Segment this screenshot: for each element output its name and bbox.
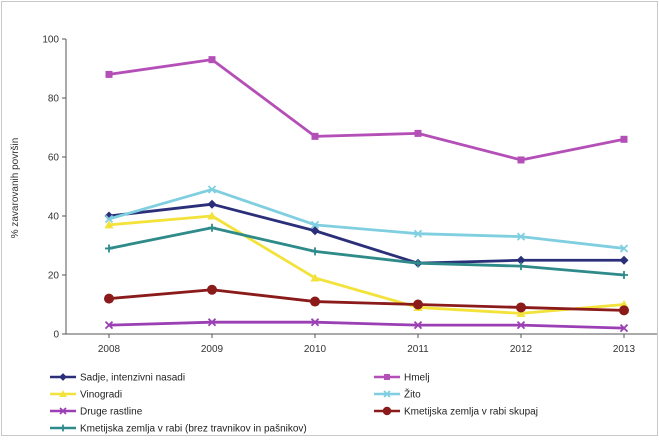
series-4 [104, 318, 629, 333]
legend-swatch-marker [382, 406, 392, 416]
y-tick-label: 20 [48, 271, 60, 282]
series-line [108, 288, 625, 312]
data-point [413, 229, 423, 238]
series-1 [105, 56, 628, 164]
legend-item: Žito [374, 388, 421, 401]
y-tick-label: 0 [53, 330, 59, 341]
data-point [516, 255, 526, 265]
legend-item: Hmelj [374, 373, 430, 384]
legend-swatch-marker [383, 390, 391, 398]
data-point [104, 293, 114, 304]
data-point [207, 284, 217, 295]
y-axis-label: % zavarovanih površin [10, 138, 21, 239]
data-point [104, 214, 114, 224]
data-point [310, 226, 320, 236]
legend-item: Sadje, intenzivni nasadi [50, 373, 185, 384]
data-point [310, 273, 320, 282]
x-tick-label: 2008 [98, 344, 121, 355]
data-point [620, 271, 628, 279]
data-point [620, 135, 628, 143]
data-point [517, 156, 525, 164]
data-point [104, 321, 114, 330]
series-6 [105, 223, 628, 279]
series-layer [104, 56, 629, 333]
x-tick-label: 2011 [407, 344, 429, 355]
line-chart: 0 20 40 60 80 100 2008 2009 2010 2011 2012 2013 % z… [10, 35, 657, 435]
x-tick-label: 2010 [304, 344, 327, 355]
series-3 [104, 185, 629, 253]
legend-label: Sadje, intenzivni nasadi [80, 373, 185, 384]
data-point [310, 296, 320, 307]
data-point [105, 244, 113, 253]
data-point [208, 56, 216, 64]
data-point [104, 220, 114, 229]
legend-swatch-marker [59, 390, 67, 397]
legend-item: Kmetijska zemlja v rabi (brez travnikov … [50, 424, 307, 435]
legend-label: Hmelj [404, 373, 430, 384]
series-line [108, 214, 625, 315]
series-line [108, 226, 625, 277]
legend: Sadje, intenzivni nasadi Hmelj Vinogradi Ži… [50, 373, 538, 435]
axes: 0 20 40 60 80 100 2008 2009 2010 2011 2012 2013 [42, 35, 657, 355]
series-2 [104, 211, 629, 317]
legend-label: Druge rastline [80, 407, 143, 418]
data-point [207, 318, 217, 327]
data-point [310, 220, 320, 229]
data-point [207, 199, 217, 209]
x-tick-label: 2009 [201, 344, 224, 355]
series-line [108, 202, 624, 265]
data-point [414, 259, 422, 268]
legend-item: Vinogradi [50, 390, 122, 401]
legend-label: Vinogradi [80, 390, 122, 401]
data-point [517, 262, 525, 271]
y-tick-label: 100 [42, 35, 59, 46]
data-point [516, 321, 526, 330]
data-point [619, 305, 629, 316]
data-point [413, 299, 423, 310]
y-tick-label: 80 [48, 94, 60, 105]
series-line [108, 188, 625, 250]
legend-swatch-marker [59, 424, 67, 432]
x-tick-label: 2013 [613, 344, 636, 355]
data-point [207, 185, 217, 194]
data-point [207, 211, 217, 220]
data-point [208, 223, 216, 232]
legend-swatch-marker [59, 407, 67, 415]
legend-label: Žito [404, 388, 421, 401]
legend-label: Kmetijska zemlja v rabi skupaj [404, 407, 538, 418]
data-point [516, 232, 526, 241]
data-point [105, 70, 113, 78]
data-point [619, 323, 629, 333]
data-point [619, 244, 629, 253]
x-tick-label: 2012 [510, 344, 533, 355]
series-5 [104, 284, 629, 316]
y-tick-label: 60 [48, 153, 60, 164]
legend-item: Druge rastline [50, 407, 143, 418]
data-point [516, 302, 526, 313]
data-point [414, 129, 422, 137]
y-tick-label: 40 [48, 212, 60, 223]
data-point [311, 132, 319, 140]
legend-swatch-marker [59, 373, 67, 381]
series-line [108, 58, 625, 162]
data-point [619, 255, 629, 265]
legend-label: Kmetijska zemlja v rabi (brez travnikov … [80, 424, 307, 435]
data-point [311, 247, 319, 256]
series-line [108, 320, 625, 330]
legend-item: Kmetijska zemlja v rabi skupaj [374, 407, 538, 418]
legend-swatch-marker [384, 374, 390, 380]
data-point [413, 321, 423, 330]
data-point [516, 308, 526, 317]
data-point [310, 318, 320, 327]
